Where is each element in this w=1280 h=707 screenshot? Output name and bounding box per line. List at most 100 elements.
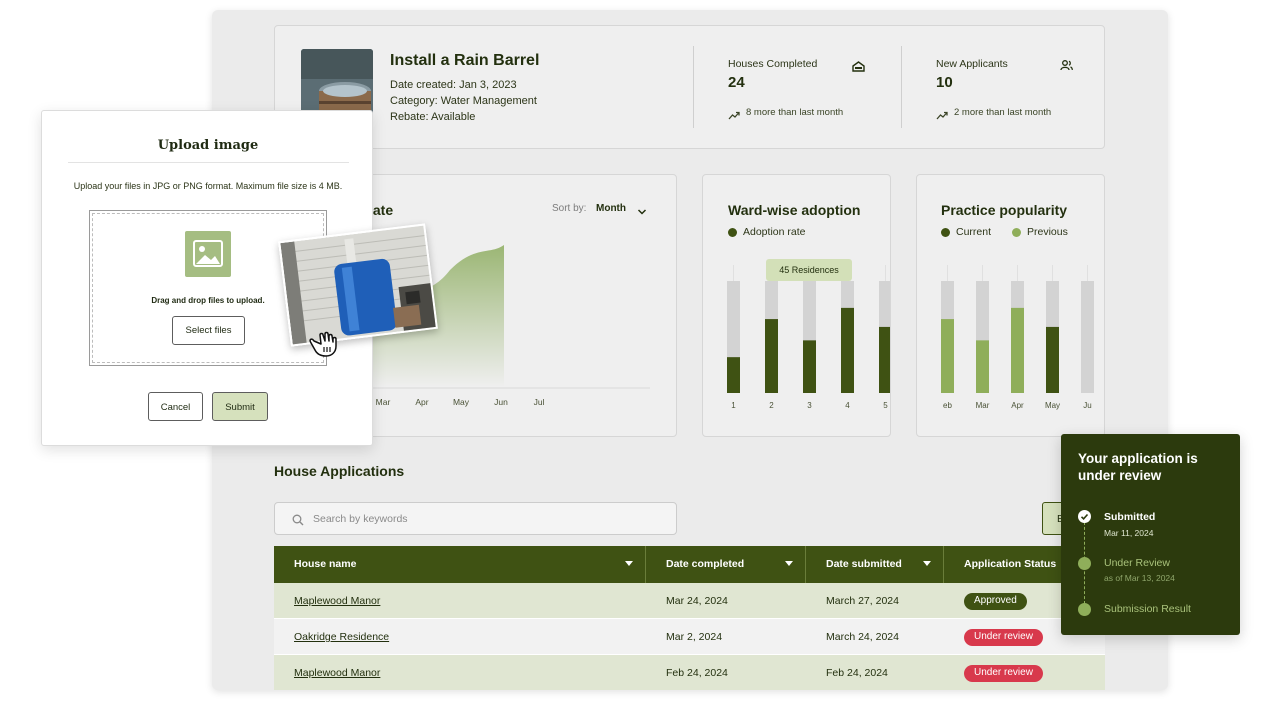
house-name-link[interactable]: Oakridge Residence bbox=[294, 631, 390, 643]
bar bbox=[727, 357, 740, 393]
divider bbox=[693, 46, 694, 128]
column-header-date-completed[interactable]: Date completed bbox=[646, 546, 806, 583]
sort-by-select[interactable]: Month bbox=[596, 203, 626, 214]
stat-value-new-applicants: 10 bbox=[936, 74, 953, 91]
bar bbox=[879, 326, 890, 393]
bar-background bbox=[1081, 281, 1094, 393]
application-review-panel: Your application is under review Submitt… bbox=[1061, 434, 1240, 635]
step-submitted-label: Submitted bbox=[1104, 511, 1156, 523]
practice-bar-chart: eb Mar Apr May Ju bbox=[941, 265, 1094, 410]
legend-dot bbox=[728, 227, 737, 237]
step-under-review-label: Under Review bbox=[1104, 557, 1170, 569]
x-tick-label: Apr bbox=[1011, 401, 1024, 410]
stat-label-houses-completed: Houses Completed bbox=[728, 58, 818, 70]
project-info-card: Install a Rain Barrel Date created: Jan … bbox=[274, 25, 1105, 149]
check-circle-icon bbox=[1078, 510, 1091, 523]
project-date-created: Date created: Jan 3, 2023 bbox=[390, 79, 517, 91]
divider bbox=[901, 46, 902, 128]
date-completed-cell: Mar 2, 2024 bbox=[666, 631, 723, 643]
column-header-status[interactable]: Application Status bbox=[944, 546, 1105, 583]
sort-arrow-icon[interactable] bbox=[923, 561, 931, 566]
bar bbox=[941, 319, 954, 393]
users-icon bbox=[1060, 58, 1073, 76]
sort-arrow-icon[interactable] bbox=[785, 561, 793, 566]
bar bbox=[841, 307, 854, 393]
table-row[interactable]: Maplewood Manor Mar 24, 2024 March 27, 2… bbox=[274, 583, 1105, 619]
grab-cursor-icon bbox=[306, 327, 340, 364]
upload-help-text: Upload your files in JPG or PNG format. … bbox=[73, 181, 343, 191]
practice-legend-current: Current bbox=[941, 226, 991, 238]
legend-dot bbox=[1012, 227, 1021, 237]
bar bbox=[976, 340, 989, 393]
step-submitted-date: Mar 11, 2024 bbox=[1104, 528, 1154, 538]
sort-by-label: Sort by: bbox=[552, 203, 587, 214]
step-submission-result-label: Submission Result bbox=[1104, 603, 1191, 615]
date-completed-cell: Mar 24, 2024 bbox=[666, 595, 728, 607]
project-category: Category: Water Management bbox=[390, 95, 537, 107]
bar bbox=[1011, 307, 1024, 393]
dragged-rain-barrel-photo[interactable] bbox=[278, 223, 438, 347]
house-applications-title: House Applications bbox=[274, 463, 405, 479]
column-header-date-submitted[interactable]: Date submitted bbox=[806, 546, 944, 583]
search-input[interactable]: Search by keywords bbox=[274, 502, 677, 535]
stat-note-new-applicants: 2 more than last month bbox=[954, 107, 1052, 118]
x-tick-label: 4 bbox=[845, 401, 850, 410]
practice-card-title: Practice popularity bbox=[941, 202, 1068, 218]
step-dot-icon bbox=[1078, 603, 1091, 616]
select-files-button[interactable]: Select files bbox=[172, 316, 245, 345]
x-tick-label: May bbox=[1045, 401, 1060, 410]
column-header-label: Date submitted bbox=[826, 558, 902, 570]
x-tick: Jul bbox=[533, 397, 545, 407]
cancel-button[interactable]: Cancel bbox=[148, 392, 203, 421]
divider bbox=[68, 162, 349, 163]
table-row[interactable]: Oakridge Residence Mar 2, 2024 March 24,… bbox=[274, 619, 1105, 655]
x-tick-label: 1 bbox=[731, 401, 736, 410]
date-submitted-cell: March 24, 2024 bbox=[826, 631, 899, 643]
stat-value-houses-completed: 24 bbox=[728, 74, 745, 91]
stat-label-new-applicants: New Applicants bbox=[936, 58, 1008, 70]
submit-button[interactable]: Submit bbox=[212, 392, 268, 421]
column-header-house-name[interactable]: House name bbox=[274, 546, 646, 583]
x-tick-label: eb bbox=[943, 401, 952, 410]
date-submitted-cell: March 27, 2024 bbox=[826, 595, 899, 607]
bar bbox=[765, 319, 778, 393]
practice-popularity-card: Practice popularity Current Previous eb M… bbox=[916, 174, 1105, 437]
practice-legend-current-label: Current bbox=[956, 226, 992, 238]
x-tick: Mar bbox=[375, 397, 391, 407]
ward-adoption-card: Ward-wise adoption Adoption rate 1 2 3 4 5 4… bbox=[702, 174, 891, 437]
ward-card-title: Ward-wise adoption bbox=[728, 202, 861, 218]
sort-arrow-icon[interactable] bbox=[625, 561, 633, 566]
dashboard-frame: Install a Rain Barrel Date created: Jan … bbox=[212, 10, 1168, 690]
bar bbox=[803, 340, 816, 393]
status-badge: Approved bbox=[964, 593, 1027, 610]
ward-legend: Adoption rate bbox=[728, 226, 805, 238]
column-header-label: Application Status bbox=[964, 558, 1057, 570]
search-icon bbox=[292, 513, 304, 531]
step-dot-icon bbox=[1078, 557, 1091, 570]
status-badge: Under review bbox=[964, 629, 1043, 646]
house-name-link[interactable]: Maplewood Manor bbox=[294, 595, 381, 607]
review-panel-title: Your application is under review bbox=[1078, 451, 1198, 483]
legend-dot bbox=[941, 227, 950, 237]
x-tick-label: Ju bbox=[1083, 401, 1091, 410]
stat-note-houses-completed: 8 more than last month bbox=[746, 107, 844, 118]
x-tick: May bbox=[452, 397, 470, 407]
status-badge: Under review bbox=[964, 665, 1043, 682]
x-tick-label: 5 bbox=[883, 401, 888, 410]
x-tick-label: Mar bbox=[976, 401, 990, 410]
x-tick-label: 2 bbox=[769, 401, 774, 410]
x-tick-label: 3 bbox=[807, 401, 812, 410]
x-tick: Apr bbox=[415, 397, 429, 407]
column-header-label: Date completed bbox=[666, 558, 745, 570]
house-name-link[interactable]: Maplewood Manor bbox=[294, 667, 381, 679]
practice-legend-previous: Previous bbox=[1012, 226, 1068, 238]
upload-image-modal: Upload image Upload your files in JPG or… bbox=[41, 110, 373, 446]
search-placeholder: Search by keywords bbox=[313, 513, 408, 525]
modal-title: Upload image bbox=[157, 138, 259, 153]
trend-up-icon bbox=[936, 107, 948, 125]
table-row[interactable]: Maplewood Manor Feb 24, 2024 Feb 24, 202… bbox=[274, 655, 1105, 690]
image-placeholder-icon bbox=[185, 231, 231, 277]
chevron-down-icon[interactable] bbox=[637, 203, 647, 221]
house-icon bbox=[852, 59, 865, 77]
column-header-label: House name bbox=[294, 558, 357, 570]
